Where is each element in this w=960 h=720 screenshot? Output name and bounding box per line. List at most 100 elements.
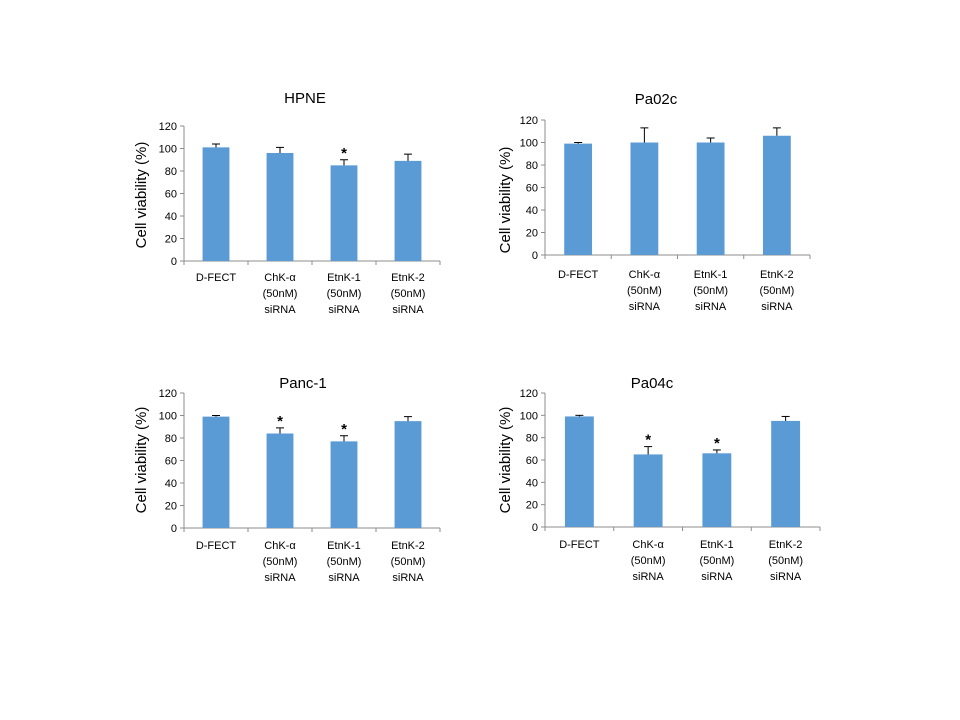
category-label: (50nM) — [768, 555, 803, 567]
bar — [696, 142, 725, 255]
y-tick-label: 0 — [532, 522, 538, 534]
significance-marker: * — [645, 432, 651, 449]
y-tick-label: 120 — [520, 115, 538, 127]
category-label: siRNA — [761, 301, 793, 313]
y-axis-label: Cell viability (%) — [133, 142, 150, 249]
y-tick-label: 100 — [520, 138, 538, 150]
category-label: siRNA — [328, 572, 360, 584]
y-axis-label: Cell viability (%) — [133, 407, 150, 514]
y-tick-label: 40 — [165, 211, 177, 223]
category-label: ChK-α — [264, 540, 296, 552]
y-tick-label: 20 — [165, 234, 177, 246]
category-label: EtnK-2 — [760, 269, 794, 281]
y-tick-label: 40 — [165, 478, 177, 490]
y-tick-label: 0 — [171, 523, 177, 535]
y-tick-label: 80 — [526, 433, 538, 445]
category-label: EtnK-2 — [769, 539, 803, 551]
category-label: siRNA — [264, 304, 296, 316]
y-tick-label: 120 — [159, 121, 177, 133]
bar — [330, 441, 358, 528]
y-tick-label: 100 — [159, 144, 177, 156]
category-label: ChK-α — [632, 539, 664, 551]
bar — [266, 153, 294, 261]
category-label: ChK-α — [629, 269, 661, 281]
bar — [564, 416, 594, 527]
y-tick-label: 40 — [526, 477, 538, 489]
category-label: EtnK-1 — [327, 272, 361, 284]
category-label: siRNA — [328, 304, 360, 316]
y-tick-label: 80 — [165, 433, 177, 445]
category-label: D-FECT — [559, 539, 600, 551]
category-label: EtnK-1 — [327, 540, 361, 552]
category-label: (50nM) — [759, 285, 794, 297]
chart-title: Panc-1 — [279, 375, 327, 392]
y-tick-label: 100 — [520, 410, 538, 422]
category-label: (50nM) — [627, 285, 662, 297]
category-label: siRNA — [392, 572, 424, 584]
bar — [266, 433, 294, 528]
y-axis-label: Cell viability (%) — [497, 147, 514, 254]
y-tick-label: 60 — [526, 455, 538, 467]
chart-title: Pa02c — [635, 91, 678, 108]
category-label: EtnK-2 — [391, 272, 425, 284]
category-label: EtnK-1 — [700, 539, 734, 551]
y-tick-label: 120 — [159, 388, 177, 400]
y-tick-label: 20 — [526, 228, 538, 240]
y-tick-label: 100 — [159, 411, 177, 423]
y-tick-label: 60 — [165, 456, 177, 468]
chart-title: Pa04c — [631, 375, 674, 392]
significance-marker: * — [341, 421, 347, 438]
y-axis-label: Cell viability (%) — [497, 407, 514, 514]
category-label: siRNA — [633, 571, 665, 583]
significance-marker: * — [277, 413, 283, 430]
category-label: (50nM) — [327, 556, 362, 568]
category-label: (50nM) — [693, 285, 728, 297]
bar — [633, 454, 663, 527]
category-label: (50nM) — [391, 556, 426, 568]
bar — [202, 416, 230, 528]
chart-title: HPNE — [284, 90, 326, 107]
category-label: ChK-α — [264, 272, 296, 284]
bar — [762, 135, 791, 255]
category-label: D-FECT — [558, 269, 599, 281]
y-tick-label: 80 — [165, 166, 177, 178]
category-label: siRNA — [264, 572, 296, 584]
y-tick-label: 0 — [532, 250, 538, 262]
category-label: D-FECT — [196, 540, 237, 552]
y-tick-label: 20 — [165, 501, 177, 513]
bar — [394, 160, 422, 261]
y-tick-label: 60 — [526, 183, 538, 195]
category-label: (50nM) — [327, 288, 362, 300]
bar — [564, 143, 593, 255]
category-label: (50nM) — [263, 556, 298, 568]
significance-marker: * — [341, 145, 347, 162]
bar — [630, 142, 659, 255]
bar — [330, 165, 358, 261]
y-tick-label: 40 — [526, 205, 538, 217]
category-label: siRNA — [770, 571, 802, 583]
category-label: (50nM) — [631, 555, 666, 567]
bar — [702, 453, 732, 527]
category-label: siRNA — [392, 304, 424, 316]
category-label: (50nM) — [263, 288, 298, 300]
y-tick-label: 120 — [520, 388, 538, 400]
bar — [771, 420, 801, 527]
category-label: siRNA — [695, 301, 727, 313]
y-tick-label: 60 — [165, 189, 177, 201]
category-label: (50nM) — [699, 555, 734, 567]
y-tick-label: 80 — [526, 160, 538, 172]
category-label: siRNA — [629, 301, 661, 313]
category-label: EtnK-1 — [694, 269, 728, 281]
significance-marker: * — [714, 435, 720, 452]
category-label: (50nM) — [391, 288, 426, 300]
category-label: siRNA — [701, 571, 733, 583]
bar — [202, 147, 230, 261]
